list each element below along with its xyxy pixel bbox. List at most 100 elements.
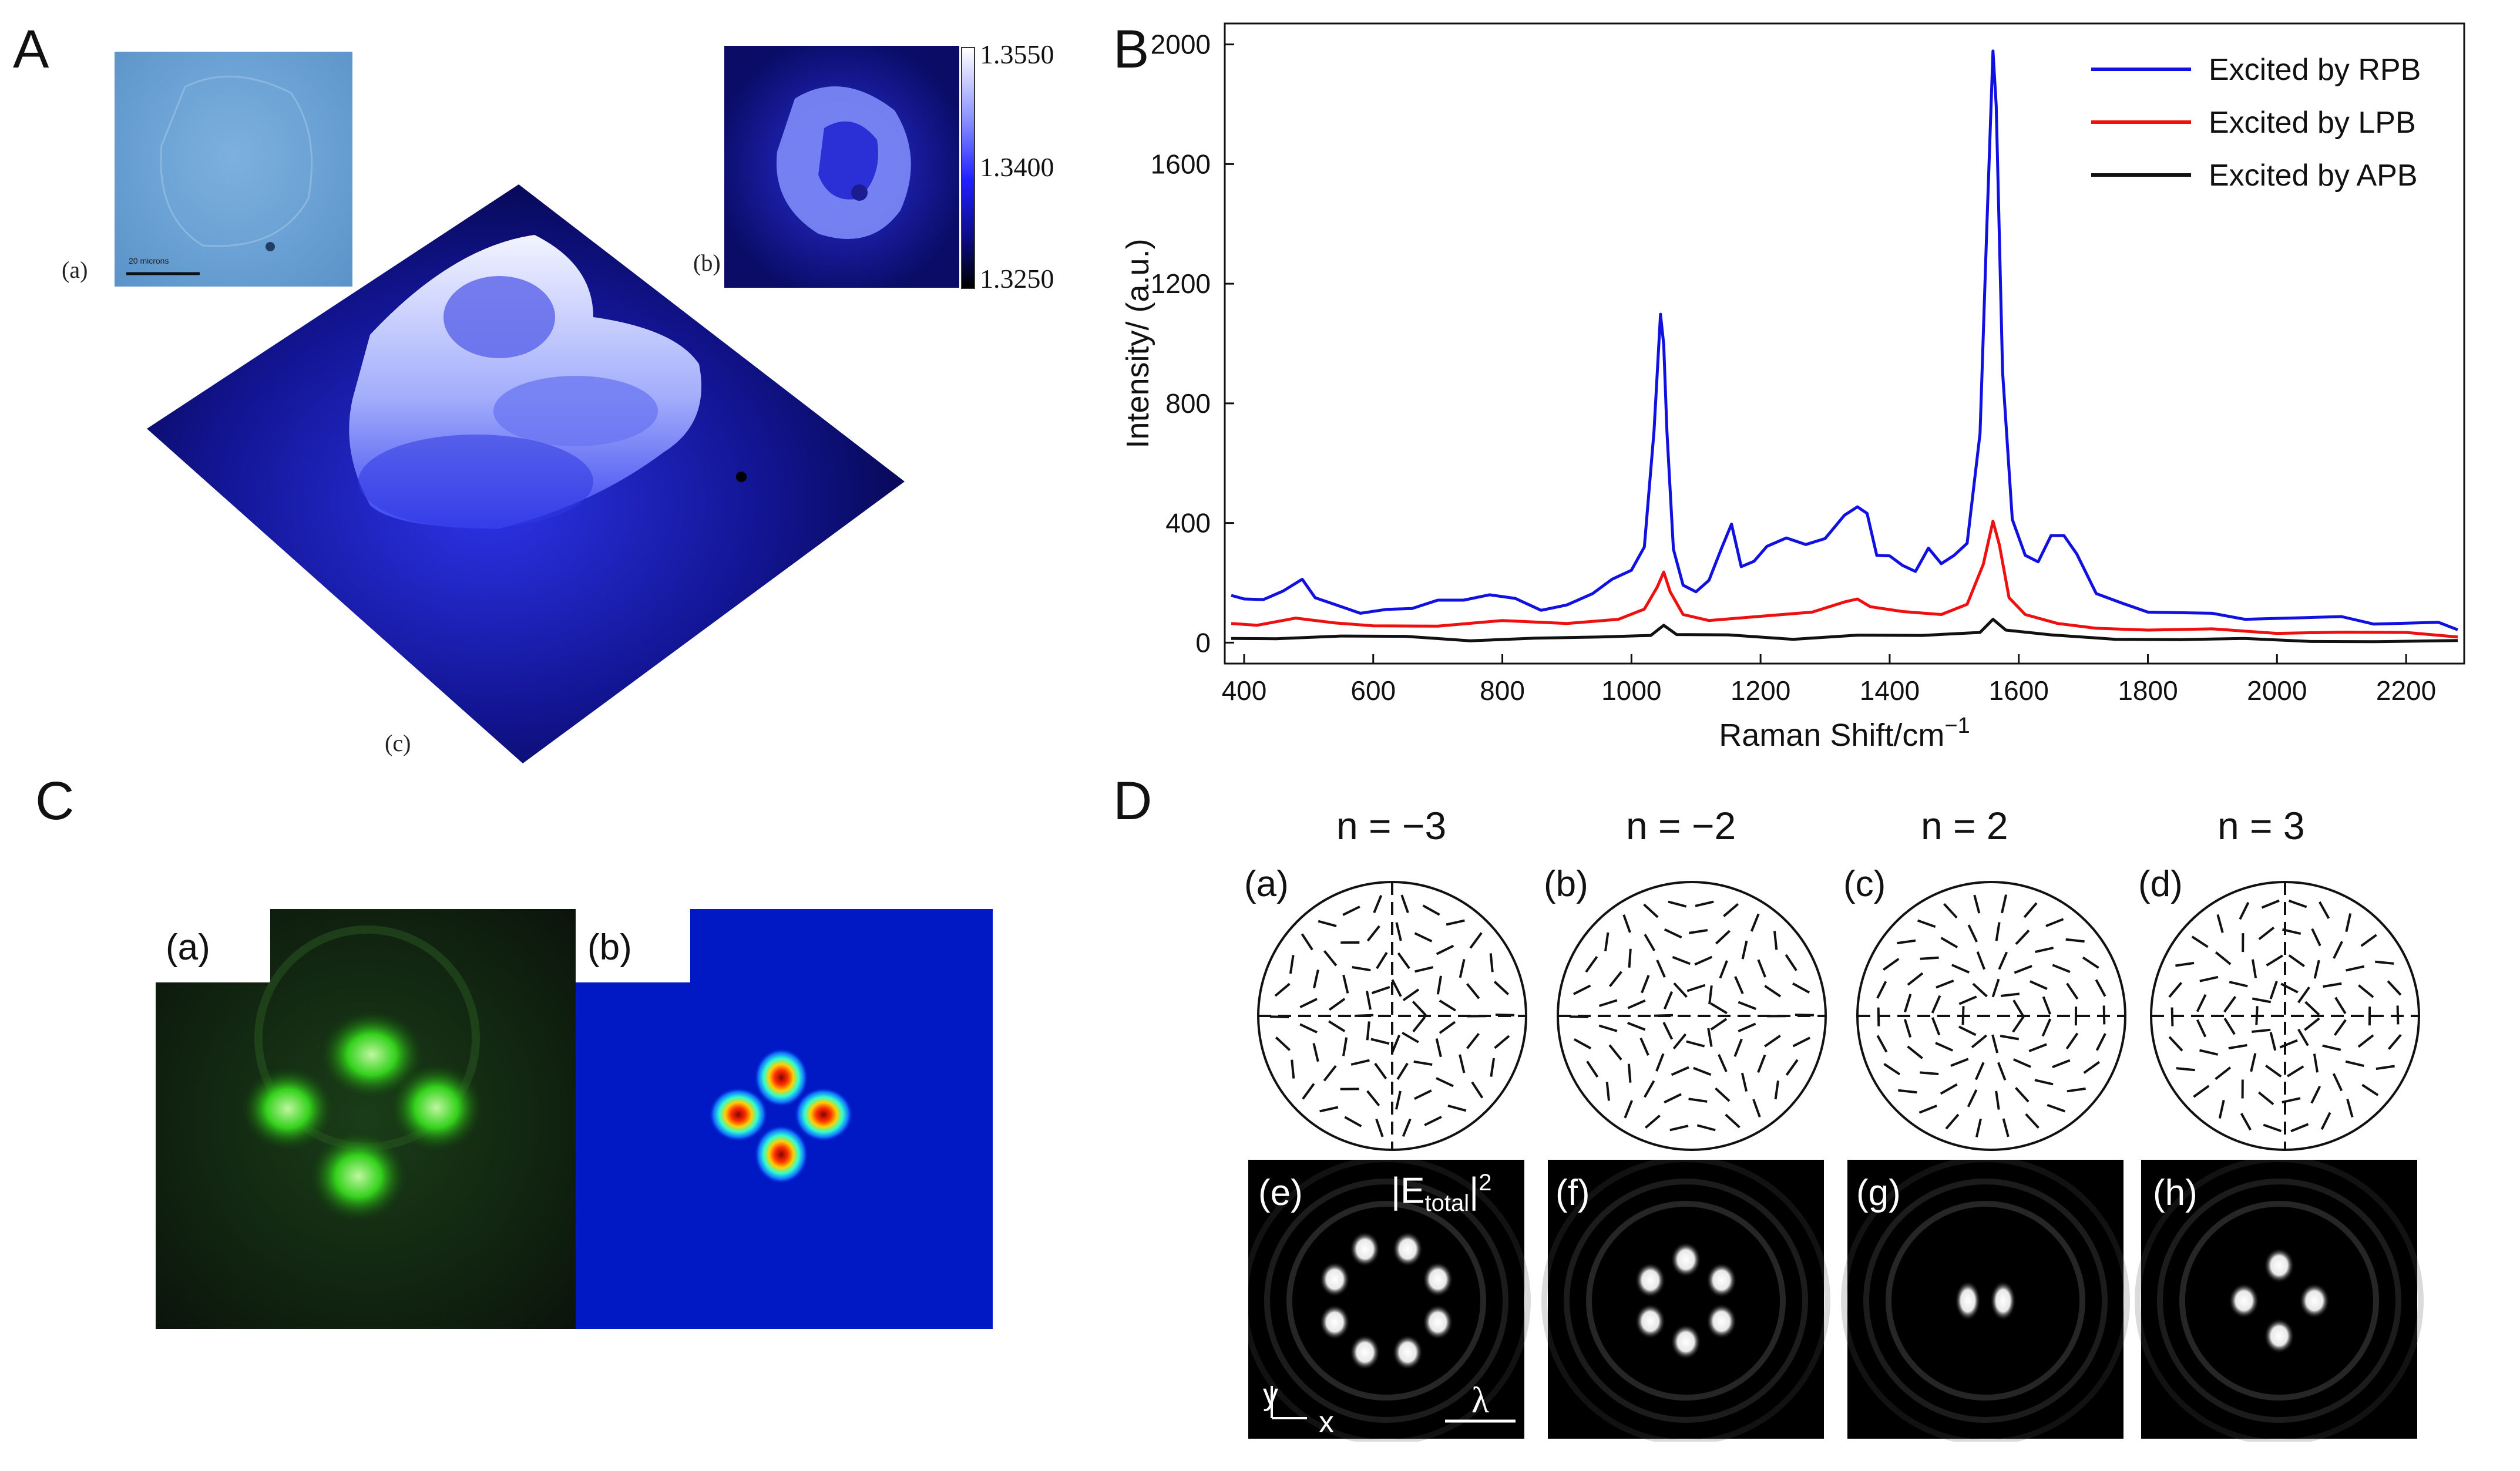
polarization-dash [1489, 953, 1494, 972]
polarization-dash [2065, 938, 2085, 943]
polarization-dash [1903, 1019, 1912, 1038]
polarization-dash [1439, 1021, 1456, 1034]
polarization-dash [1671, 1066, 1689, 1076]
polarization-dash [1627, 1022, 1646, 1031]
y-axis-label: Intensity/ (a.u.) [1120, 238, 1155, 448]
polarization-dash [1738, 1001, 1757, 1010]
polarization-dash [2319, 901, 2330, 919]
polarization-dash [1741, 1072, 1748, 1092]
polarization-dash [1656, 960, 1666, 978]
polarization-dash [1436, 1077, 1454, 1088]
diffraction-ring [1841, 1160, 2130, 1442]
axis-y-label: y [1263, 1378, 1278, 1412]
polarization-dash [2346, 965, 2365, 972]
circle-label-b: (b) [1544, 864, 1588, 904]
polarization-dash [1302, 1083, 1315, 1100]
lambda-label: λ [1471, 1381, 1490, 1420]
circle-label-d: (d) [2138, 864, 2183, 904]
polarization-dash [2012, 1015, 2025, 1033]
polarization-dash [2168, 982, 2183, 998]
polarization-dash [1291, 1059, 1295, 1079]
polarization-dash [1490, 1058, 1496, 1077]
subfig-label-c: (c) [385, 730, 411, 756]
series-line-excited-by-apb [1231, 618, 2458, 644]
polarization-dash [2346, 1099, 2354, 1118]
y-tick-label: 1200 [1151, 268, 1211, 299]
polarization-dash [1598, 1024, 1618, 1032]
polarization-dash [2193, 1085, 2210, 1098]
polarization-dash [1436, 944, 1454, 955]
polarization-dash [1376, 952, 1388, 970]
colorbar [961, 47, 975, 289]
polarization-dash [1940, 937, 1958, 948]
polarization-circle [1557, 881, 1827, 1151]
polarization-dash [1997, 1062, 2007, 1081]
polarization-circle [2150, 881, 2420, 1151]
polarization-dash [1792, 1036, 1810, 1048]
polarization-dash [1269, 1015, 1289, 1018]
polarization-dash [1663, 991, 1674, 1009]
polarization-dash [1573, 984, 1591, 995]
polarization-dash [1898, 1089, 1917, 1094]
polarization-dash [1951, 964, 1970, 974]
polarization-dash [2345, 1060, 2364, 1068]
polarization-dash [1439, 999, 1456, 1012]
polarization-dash [2255, 1006, 2259, 1025]
x-axis-label-sup: −1 [1944, 713, 1970, 738]
polarization-dash [1664, 1093, 1682, 1104]
polarization-dash [2052, 1059, 2071, 1069]
index-map-inset [724, 46, 959, 288]
panel-letter-b: B [1113, 19, 1150, 79]
image-background [1248, 1160, 1524, 1439]
polarization-dash [2263, 1123, 2282, 1132]
polarization-dash [2002, 1118, 2010, 1137]
intensity-lobe [1392, 1231, 1423, 1267]
intensity-lobe [1422, 1261, 1453, 1297]
polarization-dash [1342, 1037, 1348, 1056]
green-four-lobe-image [156, 909, 576, 1329]
polarization-dash [1459, 959, 1466, 978]
polarization-dash [1725, 1113, 1741, 1129]
polarization-dash [1686, 1040, 1705, 1048]
polarization-dash [1422, 904, 1440, 916]
polarization-dash [1920, 956, 1939, 960]
polarization-dash [2269, 1032, 2277, 1051]
polarization-dash [2175, 961, 2195, 967]
polarization-dash [2257, 1091, 2274, 1105]
diffraction-ring [1248, 1160, 1531, 1442]
polarization-dash [1715, 1087, 1731, 1102]
y-tick-label: 2000 [1151, 29, 1211, 60]
legend-label: Excited by APB [2209, 159, 2418, 193]
polarization-dash [1469, 932, 1483, 949]
polarization-dash [2357, 1034, 2374, 1048]
polarization-dash [1757, 1054, 1766, 1073]
polarization-dash [2028, 1043, 2047, 1052]
polarization-dash [2042, 996, 2052, 1015]
polarization-dash [2304, 1001, 2320, 1016]
intensity-lobe [1635, 1263, 1666, 1298]
polarization-dash [2034, 947, 2054, 954]
polarization-dash [1785, 954, 1797, 971]
polarization-diagrams [1257, 881, 2420, 1151]
polarization-dash [2012, 999, 2025, 1017]
polarization-dash [2282, 1097, 2301, 1104]
polarization-dash [1466, 983, 1480, 999]
polarization-dash [2170, 1007, 2174, 1026]
polarization-dash [1447, 1104, 1467, 1112]
polarization-dash [1627, 1063, 1632, 1083]
polarization-dash [1275, 1036, 1291, 1051]
polarization-dash [1991, 1034, 1999, 1053]
diffraction-ring [2179, 1201, 2379, 1401]
polarization-dash [1907, 1045, 1923, 1059]
polarization-dash [1352, 966, 1371, 972]
polarization-dash [1903, 994, 1912, 1013]
polarization-dash [1459, 1054, 1466, 1073]
diffraction-ring [1564, 1179, 1808, 1423]
polarization-dash [2280, 982, 2299, 994]
diffraction-ring [1264, 1179, 1508, 1423]
image-background [2141, 1160, 2417, 1439]
panel-letter-d: D [1113, 771, 1153, 831]
intensity-lobe [1671, 1324, 1701, 1359]
polarization-dash [2332, 1073, 2343, 1092]
axis-x-label: x [1319, 1405, 1334, 1439]
